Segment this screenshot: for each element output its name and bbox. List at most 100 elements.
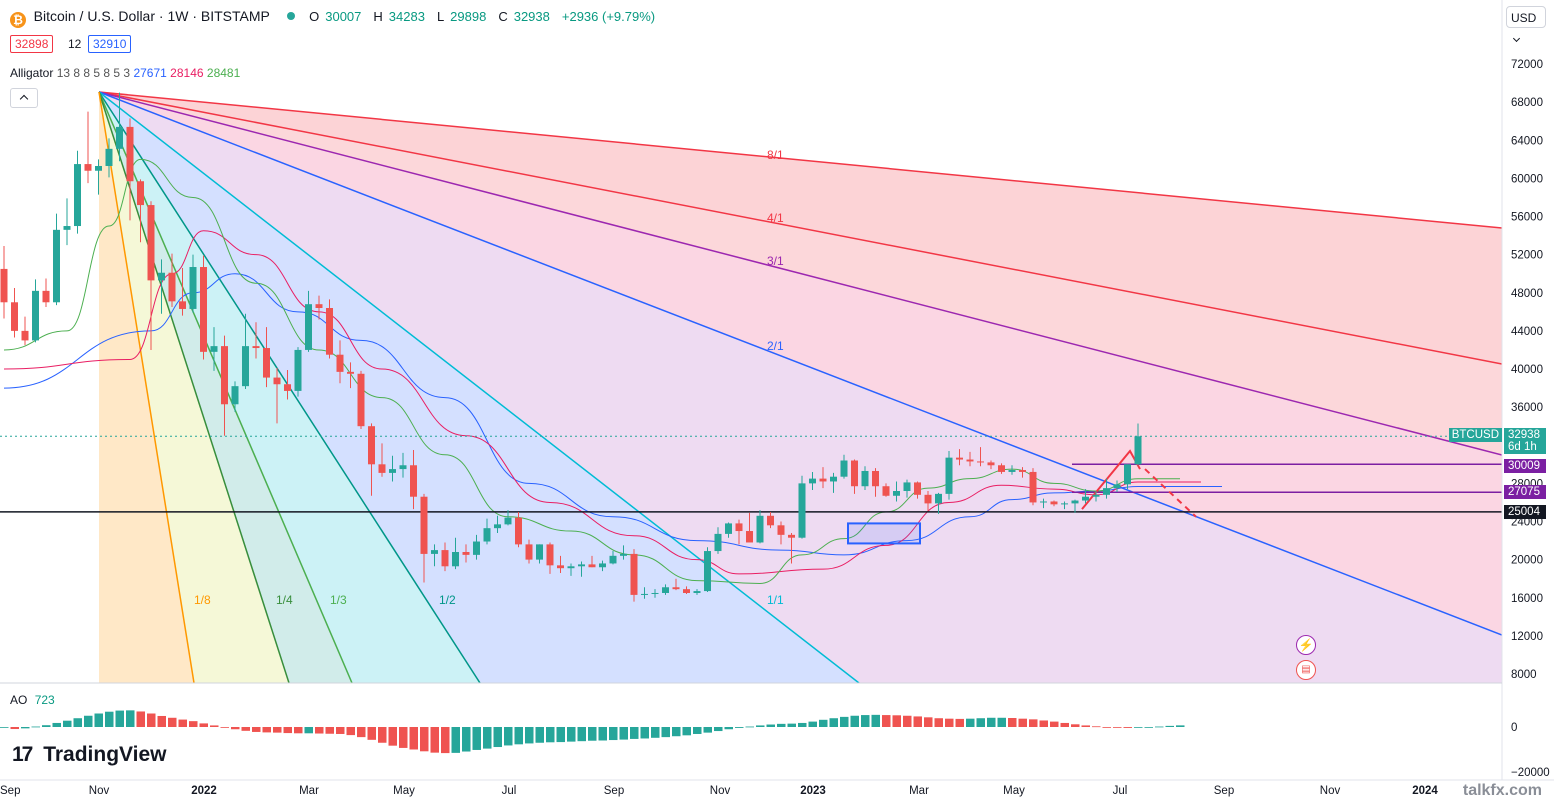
candle-body[interactable] xyxy=(273,377,281,385)
ao-legend[interactable]: AO 723 xyxy=(10,693,55,707)
candle-body[interactable] xyxy=(599,563,606,568)
candle-body[interactable] xyxy=(735,523,743,532)
fan-line-1-8[interactable] xyxy=(98,91,195,683)
candle-body[interactable] xyxy=(546,544,554,566)
candle-body[interactable] xyxy=(1071,500,1079,504)
candle-body[interactable] xyxy=(32,290,39,341)
candle-body[interactable] xyxy=(924,494,932,504)
candle-body[interactable] xyxy=(977,461,984,463)
candle-body[interactable] xyxy=(1124,464,1131,485)
candle-body[interactable] xyxy=(683,589,690,593)
candle-body[interactable] xyxy=(420,496,428,554)
candle-body[interactable] xyxy=(53,229,60,303)
candle-body[interactable] xyxy=(179,301,186,309)
candle-body[interactable] xyxy=(651,592,659,594)
candle-body[interactable] xyxy=(452,552,459,567)
candle-body[interactable] xyxy=(704,551,711,592)
candle-body[interactable] xyxy=(462,552,470,555)
candle-body[interactable] xyxy=(116,126,123,149)
candle-body[interactable] xyxy=(693,591,701,593)
candle-body[interactable] xyxy=(1019,470,1026,472)
candle-body[interactable] xyxy=(368,426,375,465)
candle-body[interactable] xyxy=(620,553,627,556)
candle-body[interactable] xyxy=(168,272,176,302)
candle-body[interactable] xyxy=(210,346,218,352)
currency-select[interactable]: USD xyxy=(1506,6,1546,43)
candle-body[interactable] xyxy=(305,304,312,350)
candle-body[interactable] xyxy=(1050,501,1058,505)
candle-body[interactable] xyxy=(1008,470,1016,472)
candle-body[interactable] xyxy=(1082,496,1089,501)
candle-body[interactable] xyxy=(893,491,900,496)
candle-body[interactable] xyxy=(263,348,270,378)
candle-body[interactable] xyxy=(42,290,50,303)
candle-body[interactable] xyxy=(830,476,837,482)
candle-body[interactable] xyxy=(882,486,890,496)
candle-body[interactable] xyxy=(84,164,92,171)
candle-body[interactable] xyxy=(494,524,501,529)
candle-body[interactable] xyxy=(1092,494,1100,497)
candle-body[interactable] xyxy=(515,517,522,545)
alligator-legend[interactable]: Alligator 13 8 8 5 8 5 3 27671 28146 284… xyxy=(10,66,241,80)
candle-body[interactable] xyxy=(767,515,774,526)
candle-body[interactable] xyxy=(956,457,963,460)
candle-body[interactable] xyxy=(777,525,785,535)
candle-body[interactable] xyxy=(567,566,575,569)
economic-event-icon[interactable]: ▤ xyxy=(1296,660,1316,680)
candle-body[interactable] xyxy=(861,470,869,487)
candle-body[interactable] xyxy=(798,483,806,538)
candle-body[interactable] xyxy=(347,371,354,374)
candle-body[interactable] xyxy=(483,528,491,542)
candle-body[interactable] xyxy=(336,354,344,372)
candle-body[interactable] xyxy=(431,550,438,554)
candle-body[interactable] xyxy=(326,308,333,355)
candle-body[interactable] xyxy=(137,181,144,206)
candle-body[interactable] xyxy=(525,544,533,560)
candle-body[interactable] xyxy=(672,587,680,590)
candle-body[interactable] xyxy=(0,268,8,303)
candle-body[interactable] xyxy=(410,465,417,497)
candle-body[interactable] xyxy=(200,267,207,352)
candle-body[interactable] xyxy=(357,373,365,427)
candle-body[interactable] xyxy=(945,457,953,494)
candle-body[interactable] xyxy=(284,384,291,391)
candle-body[interactable] xyxy=(966,459,974,462)
candle-body[interactable] xyxy=(578,564,585,567)
range-box[interactable] xyxy=(847,522,921,545)
candle-body[interactable] xyxy=(126,126,134,182)
candle-body[interactable] xyxy=(504,517,512,525)
candle-body[interactable] xyxy=(189,267,197,309)
candle-body[interactable] xyxy=(1061,503,1068,505)
candle-body[interactable] xyxy=(914,482,921,495)
candle-body[interactable] xyxy=(714,533,722,552)
candle-body[interactable] xyxy=(252,346,260,349)
candle-body[interactable] xyxy=(788,534,795,538)
candle-body[interactable] xyxy=(1134,436,1142,465)
fan-line-8-1[interactable] xyxy=(98,91,1502,229)
ask-box[interactable]: 32910 xyxy=(88,35,132,53)
candle-body[interactable] xyxy=(399,465,407,470)
candle-body[interactable] xyxy=(756,515,764,543)
zigzag-projection[interactable] xyxy=(1144,468,1197,518)
candle-body[interactable] xyxy=(231,386,239,405)
candle-body[interactable] xyxy=(557,565,564,569)
candle-body[interactable] xyxy=(294,349,302,391)
candle-body[interactable] xyxy=(389,469,396,473)
fan-line-4-1[interactable] xyxy=(98,91,1502,365)
candle-body[interactable] xyxy=(147,205,155,281)
candle-body[interactable] xyxy=(1103,488,1110,495)
candle-body[interactable] xyxy=(158,272,165,281)
candle-body[interactable] xyxy=(851,460,858,487)
candle-body[interactable] xyxy=(105,148,113,166)
candle-body[interactable] xyxy=(11,302,18,331)
candle-body[interactable] xyxy=(641,593,648,595)
tradingview-logo[interactable]: 17 TradingView xyxy=(12,743,167,766)
fan-line-2-1[interactable] xyxy=(98,91,1502,636)
collapse-legend-button[interactable] xyxy=(10,88,38,108)
candle-body[interactable] xyxy=(95,165,102,171)
candle-body[interactable] xyxy=(21,330,29,341)
candle-body[interactable] xyxy=(441,550,449,567)
candle-body[interactable] xyxy=(536,544,543,560)
candle-body[interactable] xyxy=(1040,501,1047,503)
candle-body[interactable] xyxy=(63,226,71,230)
